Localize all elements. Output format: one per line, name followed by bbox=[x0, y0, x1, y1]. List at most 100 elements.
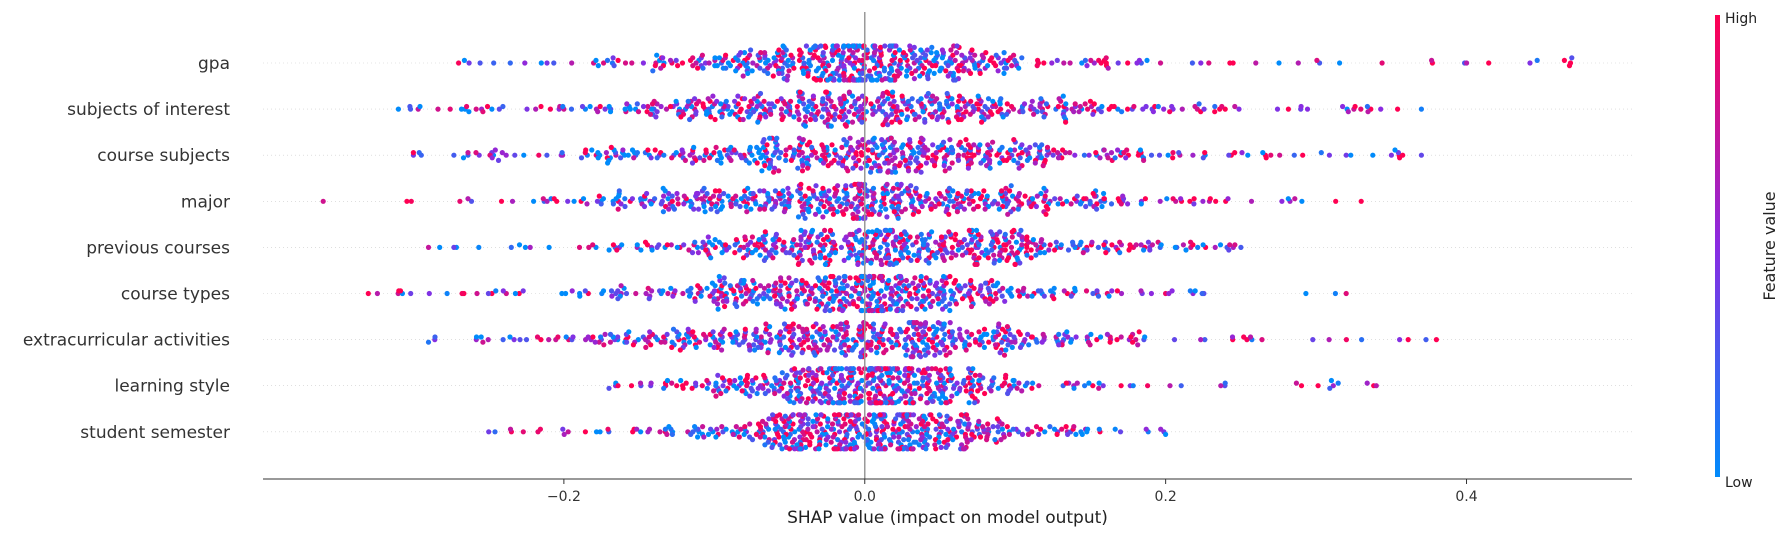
shap-point bbox=[816, 446, 822, 452]
shap-point bbox=[949, 101, 955, 107]
shap-point bbox=[843, 439, 849, 445]
shap-point bbox=[990, 139, 996, 145]
shap-point bbox=[1082, 57, 1088, 64]
shap-point bbox=[1087, 98, 1093, 104]
shap-point bbox=[918, 321, 924, 327]
shap-point bbox=[913, 168, 919, 174]
shap-point bbox=[1024, 252, 1030, 258]
shap-point bbox=[719, 114, 725, 120]
shap-point bbox=[776, 155, 782, 161]
shap-point bbox=[903, 400, 909, 406]
shap-point bbox=[939, 114, 945, 120]
shap-point bbox=[669, 155, 675, 161]
shap-point bbox=[579, 103, 586, 110]
shap-point bbox=[881, 350, 887, 356]
shap-point bbox=[770, 255, 776, 261]
shap-point bbox=[936, 190, 943, 197]
shap-point bbox=[909, 96, 915, 102]
shap-point bbox=[822, 255, 828, 261]
shap-point bbox=[1000, 285, 1006, 291]
shap-point bbox=[1138, 288, 1144, 294]
shap-point bbox=[995, 424, 1001, 430]
shap-point bbox=[634, 426, 640, 432]
shap-point bbox=[830, 400, 836, 406]
shap-point bbox=[721, 326, 727, 332]
shap-point bbox=[906, 320, 912, 326]
shap-point bbox=[1112, 426, 1118, 432]
shap-point bbox=[1057, 196, 1063, 202]
shap-point bbox=[1094, 337, 1100, 343]
shap-point bbox=[587, 103, 593, 110]
shap-point bbox=[749, 437, 756, 443]
shap-point bbox=[1191, 201, 1197, 207]
shap-point bbox=[727, 63, 734, 69]
shap-point bbox=[786, 190, 792, 197]
shap-point bbox=[914, 257, 920, 263]
shap-point bbox=[929, 366, 935, 372]
shap-point bbox=[745, 185, 751, 191]
shap-point bbox=[794, 103, 800, 110]
x-tick-label: 0.0 bbox=[854, 489, 876, 505]
shap-point bbox=[800, 163, 806, 169]
shap-point bbox=[841, 73, 847, 79]
shap-point bbox=[1232, 150, 1238, 156]
shap-point bbox=[856, 290, 862, 297]
shap-point bbox=[967, 55, 973, 61]
shap-point bbox=[1291, 152, 1297, 158]
feature-label: extracurricular activities bbox=[23, 331, 230, 351]
shap-point bbox=[838, 344, 844, 350]
shap-point bbox=[1091, 101, 1097, 107]
shap-point bbox=[879, 77, 885, 83]
shap-point bbox=[983, 50, 989, 56]
shap-point bbox=[950, 52, 956, 58]
shap-point bbox=[956, 98, 962, 104]
shap-point bbox=[814, 306, 820, 312]
shap-point bbox=[1295, 60, 1301, 66]
shap-point bbox=[1118, 201, 1124, 207]
shap-point bbox=[985, 63, 991, 69]
shap-point bbox=[999, 426, 1006, 432]
shap-point bbox=[495, 157, 502, 163]
shap-point bbox=[841, 416, 847, 422]
shap-point bbox=[797, 375, 803, 381]
shap-point bbox=[798, 342, 804, 348]
shap-point bbox=[835, 183, 841, 189]
shap-point bbox=[910, 446, 916, 452]
shap-point bbox=[828, 123, 834, 129]
shap-point bbox=[814, 155, 820, 161]
shap-point bbox=[602, 106, 608, 112]
shap-point bbox=[802, 244, 808, 250]
shap-point bbox=[828, 396, 834, 402]
shap-point bbox=[1020, 109, 1026, 115]
shap-point bbox=[678, 377, 684, 384]
shap-point bbox=[824, 234, 830, 240]
shap-point bbox=[991, 329, 997, 335]
shap-point bbox=[1192, 288, 1198, 294]
shap-point bbox=[1052, 196, 1058, 202]
shap-point bbox=[870, 77, 876, 83]
shap-point bbox=[902, 206, 909, 212]
shap-point bbox=[894, 103, 900, 110]
shap-point bbox=[896, 434, 902, 440]
shap-point bbox=[1178, 383, 1184, 389]
shap-point bbox=[834, 288, 840, 294]
shap-point bbox=[923, 160, 930, 166]
shap-point bbox=[916, 283, 922, 289]
shap-point bbox=[669, 344, 675, 350]
shap-point bbox=[1189, 60, 1195, 66]
shap-point bbox=[741, 244, 747, 250]
shap-point bbox=[1031, 111, 1037, 117]
shap-point bbox=[1041, 250, 1048, 256]
shap-point bbox=[830, 334, 836, 340]
shap-point bbox=[1045, 206, 1051, 212]
shap-point bbox=[1117, 429, 1124, 435]
shap-point bbox=[954, 209, 961, 215]
shap-point bbox=[847, 393, 853, 399]
shap-point bbox=[783, 157, 789, 163]
shap-point bbox=[841, 400, 848, 406]
shap-point bbox=[1068, 339, 1074, 345]
shap-point bbox=[650, 68, 656, 74]
shap-point bbox=[1041, 185, 1047, 191]
shap-point bbox=[819, 380, 825, 386]
shap-point bbox=[762, 442, 768, 448]
